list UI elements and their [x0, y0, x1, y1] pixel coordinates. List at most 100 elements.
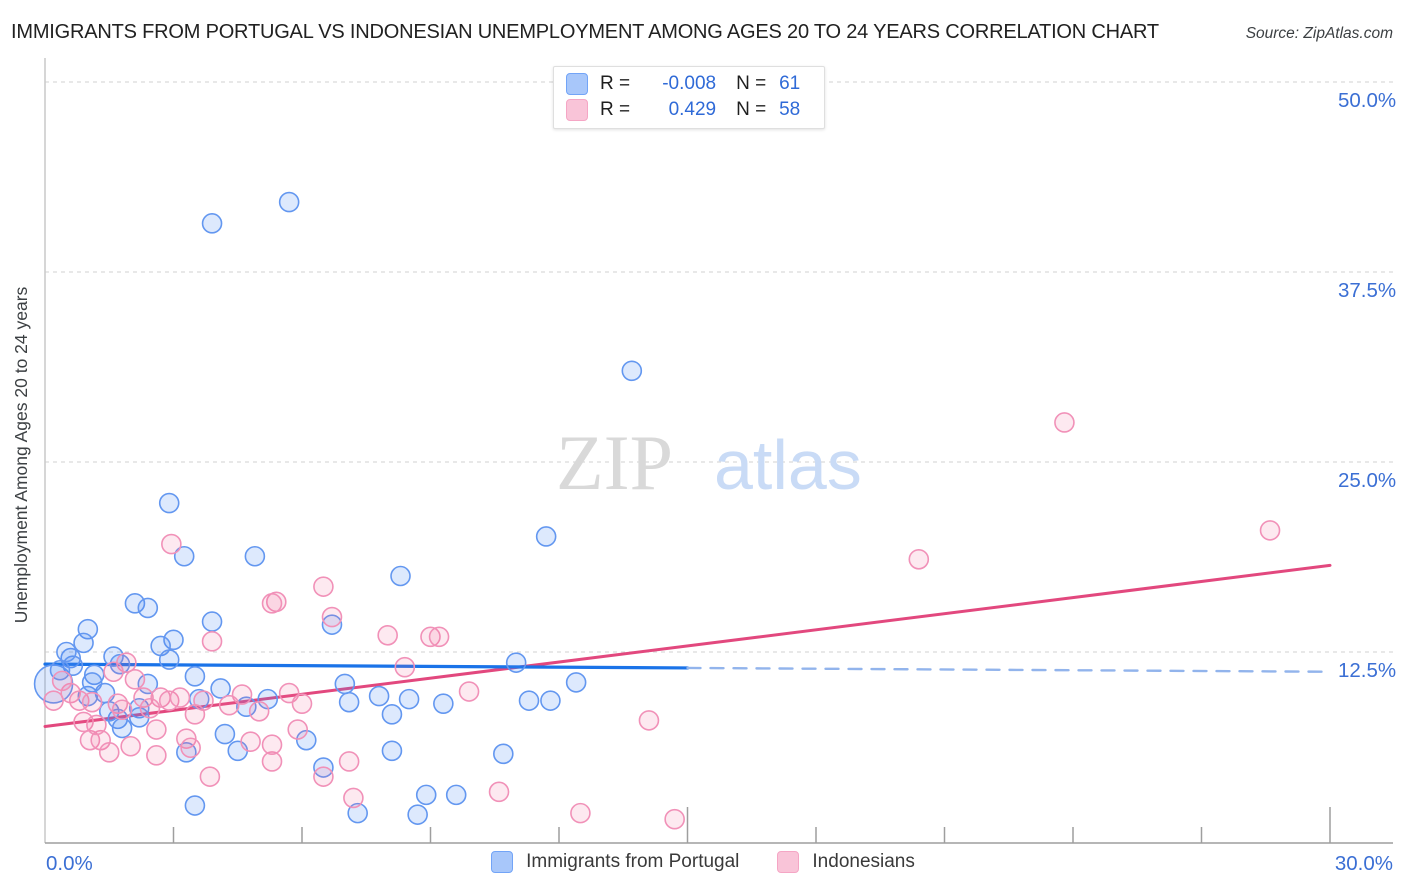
data-point-portugal[interactable] [56, 641, 77, 663]
pink-series-swatch [777, 851, 800, 873]
data-point-indonesians[interactable] [908, 548, 930, 570]
data-point-portugal[interactable] [535, 526, 557, 547]
data-point-indonesians[interactable] [664, 808, 685, 830]
data-point-portugal[interactable] [111, 717, 133, 739]
data-point-indonesians[interactable] [146, 745, 167, 766]
data-point-portugal[interactable] [201, 611, 223, 632]
data-point-indonesians[interactable] [201, 631, 223, 652]
data-point-indonesians[interactable] [570, 802, 591, 824]
data-point-indonesians[interactable] [1259, 520, 1281, 541]
data-point-indonesians[interactable] [180, 737, 201, 759]
series-legend: Immigrants from Portugal Indonesians [0, 851, 1406, 873]
data-point-portugal[interactable] [518, 690, 540, 711]
x-axis-max-label: 30.0% [1335, 852, 1393, 875]
data-point-portugal[interactable] [390, 565, 411, 587]
data-point-indonesians[interactable] [146, 719, 167, 740]
legend-item-portugal[interactable]: Immigrants from Portugal [491, 851, 739, 873]
data-point-portugal[interactable] [445, 784, 467, 806]
data-point-indonesians[interactable] [287, 719, 309, 740]
data-point-portugal[interactable] [214, 723, 236, 745]
data-point-indonesians[interactable] [103, 661, 124, 683]
data-point-indonesians[interactable] [377, 624, 398, 646]
data-point-indonesians[interactable] [120, 735, 141, 757]
blue-trend-line [43, 662, 690, 670]
data-point-portugal[interactable] [184, 666, 206, 687]
data-point-indonesians[interactable] [458, 681, 480, 702]
data-point-indonesians[interactable] [111, 699, 133, 721]
data-point-portugal[interactable] [565, 672, 587, 693]
watermark-atlas: atlas [714, 426, 862, 504]
data-point-portugal[interactable] [540, 690, 561, 711]
data-point-portugal[interactable] [407, 804, 428, 825]
data-point-portugal[interactable] [398, 688, 420, 710]
data-point-indonesians[interactable] [86, 714, 107, 736]
data-point-indonesians[interactable] [184, 704, 206, 725]
data-point-indonesians[interactable] [261, 751, 283, 772]
data-point-indonesians[interactable] [240, 731, 261, 752]
data-point-indonesians[interactable] [248, 700, 270, 722]
data-point-portugal[interactable] [278, 191, 300, 213]
data-point-indonesians[interactable] [488, 781, 510, 803]
data-point-indonesians[interactable] [338, 751, 360, 772]
data-point-portugal[interactable] [244, 545, 266, 567]
n-label: N = [736, 99, 767, 120]
data-point-portugal[interactable] [236, 696, 257, 718]
data-point-indonesians[interactable] [73, 711, 94, 733]
data-point-indonesians[interactable] [218, 694, 240, 716]
data-point-portugal[interactable] [295, 729, 317, 751]
data-point-portugal[interactable] [173, 545, 195, 567]
data-point-indonesians[interactable] [199, 766, 221, 787]
pink-series-swatch [566, 99, 588, 121]
data-point-indonesians[interactable] [169, 687, 191, 708]
data-point-indonesians[interactable] [394, 656, 416, 678]
data-point-indonesians[interactable] [313, 766, 334, 787]
data-point-portugal[interactable] [73, 632, 94, 654]
data-point-portugal[interactable] [201, 213, 223, 234]
data-point-indonesians[interactable] [638, 710, 660, 731]
data-point-indonesians[interactable] [313, 576, 334, 597]
data-point-portugal[interactable] [347, 802, 368, 824]
data-point-indonesians[interactable] [81, 691, 103, 713]
data-point-portugal[interactable] [163, 629, 184, 651]
data-point-indonesians[interactable] [1054, 412, 1075, 433]
r-value-pink: 0.429 [668, 99, 717, 120]
data-point-indonesians[interactable] [261, 734, 283, 756]
data-point-indonesians[interactable] [428, 626, 450, 648]
data-point-indonesians[interactable] [261, 593, 283, 614]
data-point-portugal[interactable] [158, 649, 180, 670]
data-point-indonesians[interactable] [343, 787, 364, 809]
data-point-indonesians[interactable] [161, 533, 182, 555]
data-point-indonesians[interactable] [124, 669, 146, 690]
y-axis-tick-label: 25.0% [1338, 469, 1396, 492]
data-point-portugal[interactable] [124, 593, 146, 614]
data-point-indonesians[interactable] [133, 687, 154, 708]
data-point-indonesians[interactable] [43, 690, 64, 711]
data-point-indonesians[interactable] [291, 693, 313, 714]
data-point-portugal[interactable] [505, 652, 527, 673]
data-point-portugal[interactable] [210, 678, 231, 699]
data-point-indonesians[interactable] [139, 697, 161, 719]
data-point-portugal[interactable] [158, 492, 180, 514]
data-point-portugal[interactable] [493, 743, 514, 765]
data-point-portugal[interactable] [621, 360, 643, 382]
data-point-indonesians[interactable] [79, 729, 101, 751]
data-point-portugal[interactable] [184, 795, 206, 816]
data-point-indonesians[interactable] [420, 626, 441, 648]
data-point-portugal[interactable] [381, 704, 403, 725]
data-point-portugal[interactable] [381, 740, 403, 762]
data-point-portugal[interactable] [368, 685, 390, 707]
y-axis-title: Unemployment Among Ages 20 to 24 years [11, 286, 31, 623]
data-point-portugal[interactable] [338, 691, 360, 713]
data-point-indonesians[interactable] [51, 670, 73, 692]
data-point-portugal[interactable] [415, 784, 437, 806]
legend-item-indonesians[interactable]: Indonesians [777, 851, 915, 873]
data-point-portugal[interactable] [137, 597, 159, 619]
data-point-portugal[interactable] [433, 693, 454, 714]
data-point-indonesians[interactable] [98, 742, 120, 763]
data-point-portugal[interactable] [321, 614, 343, 635]
data-point-portugal[interactable] [334, 673, 356, 695]
data-point-indonesians[interactable] [321, 606, 343, 628]
data-point-portugal[interactable] [81, 672, 103, 693]
